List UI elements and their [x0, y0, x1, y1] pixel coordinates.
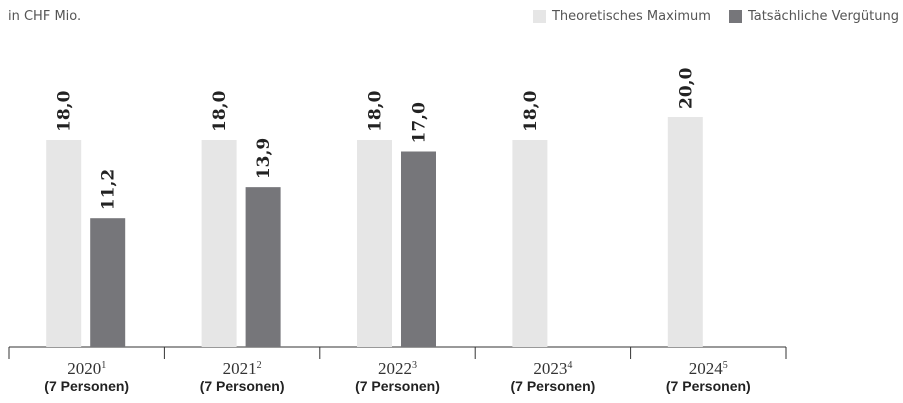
bar-actual-compensation	[245, 187, 281, 347]
bar-value-label: 18,0	[55, 90, 75, 132]
x-tick-label: 20212	[223, 359, 262, 378]
bar-actual-compensation	[401, 151, 436, 347]
bar-value-label: 17,0	[410, 102, 430, 144]
bar-value-label: 13,9	[254, 138, 274, 179]
x-tick-label: 20245	[689, 359, 728, 378]
x-tick-label: 20223	[378, 359, 417, 378]
bar-value-label: 18,0	[521, 90, 541, 132]
legend-item-actual: Tatsächliche Vergütung	[728, 9, 899, 24]
x-tick-sublabel: (7 Personen)	[355, 378, 440, 394]
legend-label-maximum: Theoretisches Maximum	[551, 9, 711, 24]
x-tick-sublabel: (7 Personen)	[510, 378, 595, 394]
bar-theoretical-maximum	[46, 140, 82, 347]
unit-label: in CHF Mio.	[8, 9, 82, 24]
bar-theoretical-maximum	[512, 140, 548, 347]
bar-theoretical-maximum	[667, 117, 703, 347]
x-tick-sublabel: (7 Personen)	[200, 378, 285, 394]
bar-value-label: 18,0	[366, 90, 386, 132]
legend-swatch-maximum	[532, 10, 546, 23]
bar-value-label: 20,0	[676, 67, 696, 109]
bar-value-label: 18,0	[210, 90, 230, 132]
chart-legend: Theoretisches Maximum Tatsächliche Vergü…	[532, 9, 899, 24]
x-tick-label: 20201	[67, 359, 106, 378]
legend-swatch-actual	[728, 10, 742, 23]
bar-value-label: 11,2	[99, 169, 119, 210]
bar-actual-compensation	[90, 218, 126, 347]
bar-theoretical-maximum	[201, 140, 237, 347]
legend-item-maximum: Theoretisches Maximum	[532, 9, 711, 24]
legend-label-actual: Tatsächliche Vergütung	[747, 9, 899, 24]
x-tick-sublabel: (7 Personen)	[666, 378, 751, 394]
x-tick-sublabel: (7 Personen)	[44, 378, 129, 394]
bar-theoretical-maximum	[357, 140, 392, 347]
x-tick-label: 20234	[533, 359, 572, 378]
